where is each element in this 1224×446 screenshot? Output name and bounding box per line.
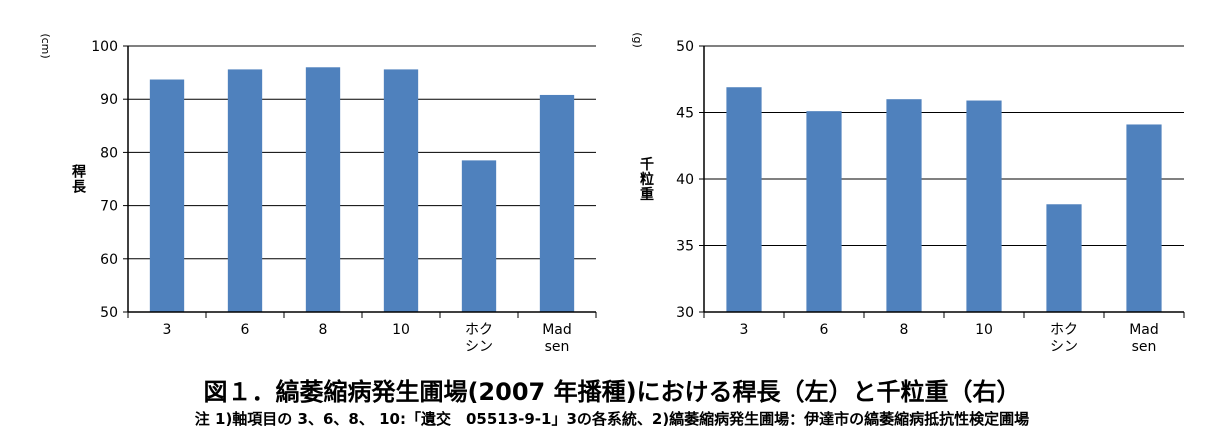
- x-tick-label: 10: [975, 322, 993, 338]
- height-bar-2: [305, 67, 341, 312]
- y-tick-label: 45: [676, 106, 694, 122]
- y-tick-label: 50: [100, 305, 118, 321]
- x-tick-label: 3: [163, 322, 172, 338]
- y-unit-label: (g): [631, 32, 644, 48]
- x-tick-label: ホクシン: [465, 322, 493, 355]
- figure-caption: 図１．縞萎縮病発生圃場(2007 年播種)における稈長（左）と千粒重（右）: [203, 378, 1021, 406]
- height-bar-1: [227, 69, 263, 313]
- x-tick-label: ホクシン: [1050, 322, 1078, 355]
- x-tick-label: 6: [820, 322, 829, 338]
- y-tick-label: 50: [676, 39, 694, 55]
- weight-bar-3: [966, 100, 1002, 312]
- y-tick-label: 70: [100, 199, 118, 215]
- y-axis-label: 稈長: [70, 164, 86, 194]
- figure-note: 注 1)軸項目の 3、6、8、 10:「遺交 05513-9-1」3の各系統、2…: [194, 410, 1030, 428]
- y-tick-label: 80: [100, 145, 118, 161]
- plant-height-chart: 50 60 70 80 90 100 3 6 8 10 ホクシン Mad sen 稈長 (cm): [39, 33, 597, 355]
- x-tick-label: 8: [319, 322, 328, 338]
- y-tick-label: 30: [676, 305, 694, 321]
- height-bar-0: [149, 79, 185, 313]
- x-tick-label: Mad sen: [542, 322, 572, 355]
- y-tick-label: 35: [676, 239, 694, 255]
- height-bar-4: [461, 160, 497, 312]
- x-tick-label: 10: [392, 322, 410, 338]
- x-tick-label: 6: [241, 322, 250, 338]
- y-unit-label: (cm): [39, 33, 52, 58]
- weight-bar-2: [886, 99, 922, 312]
- weight-bar-4: [1046, 204, 1082, 312]
- y-axis-label: 千粒重: [638, 156, 654, 202]
- x-tick-label: 8: [900, 322, 909, 338]
- y-tick-label: 90: [100, 92, 118, 108]
- y-tick-label: 60: [100, 252, 118, 268]
- weight-bar-0: [726, 87, 762, 312]
- y-tick-label: 40: [676, 172, 694, 188]
- height-bar-3: [383, 69, 419, 313]
- y-tick-label: 100: [91, 39, 118, 55]
- x-tick-label: Mad sen: [1129, 322, 1159, 355]
- height-bar-5: [539, 94, 575, 312]
- grain-weight-chart: 30 35 40 45 50 3 6 8 10 ホクシン Mad sen 千粒重 (g): [631, 32, 1185, 355]
- weight-bar-1: [806, 111, 842, 312]
- x-tick-label: 3: [740, 322, 749, 338]
- weight-bar-5: [1126, 124, 1162, 312]
